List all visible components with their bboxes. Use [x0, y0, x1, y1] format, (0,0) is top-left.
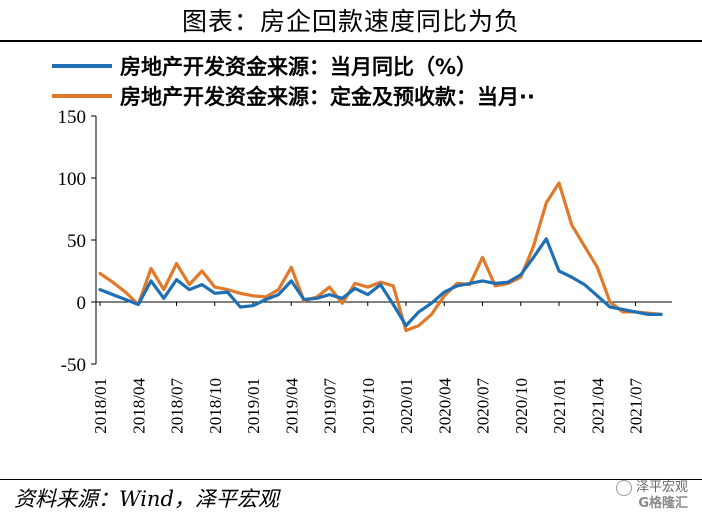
x-tick-label-14: 2021/04: [588, 378, 607, 434]
watermark: 泽平宏观 G格隆汇: [615, 480, 688, 512]
x-tick-label-11: 2020/07: [474, 378, 493, 434]
y-tick-label-1: 150: [58, 107, 87, 128]
y-tick-label-5: -50: [61, 355, 86, 376]
x-tick-label-4: 2018/10: [206, 378, 225, 434]
x-tick-label-5: 2019/01: [244, 378, 263, 434]
x-tick-label-3: 2018/07: [168, 378, 187, 434]
chart-title: 图表：房企回款速度同比为负: [181, 7, 520, 36]
title-divider: [0, 40, 702, 42]
x-tick-label-15: 2021/07: [627, 378, 646, 434]
x-tick-label-12: 2020/10: [512, 378, 531, 434]
x-tick-label-10: 2020/04: [435, 378, 454, 434]
legend-label-1: 房地产开发资金来源：当月同比（%）: [120, 55, 477, 79]
legend: 房地产开发资金来源：当月同比（%） 房地产开发资金来源：定金及预收款：当月··: [52, 55, 535, 109]
footer-divider: [0, 479, 702, 480]
x-tick-label-7: 2019/07: [321, 378, 340, 434]
x-tick-label-2: 2018/04: [129, 378, 148, 434]
x-tick-label-1: 2018/01: [91, 378, 110, 434]
watermark-account: 泽平宏观: [635, 480, 688, 495]
x-tick-label-6: 2019/04: [282, 378, 301, 434]
x-tick-label-13: 2021/01: [550, 378, 569, 434]
legend-label-2: 房地产开发资金来源：定金及预收款：当月··: [120, 85, 535, 109]
line-chart: 房地产开发资金来源：当月同比（%） 房地产开发资金来源：定金及预收款：当月·· 1…: [52, 55, 672, 434]
series-line-1: [98, 237, 663, 328]
x-tick-label-9: 2020/01: [397, 378, 416, 434]
y-tick-label-4: 0: [77, 293, 87, 314]
x-tick-label-8: 2019/10: [359, 378, 378, 434]
wechat-icon: [615, 480, 632, 496]
series-lines: [98, 181, 663, 333]
axes: 150 100 50 0 -50 2018/01 2018/04 2018/07 2018/10…: [58, 107, 672, 434]
source-note: 资料来源：Wind，泽平宏观: [14, 487, 279, 511]
y-tick-label-2: 100: [58, 169, 87, 190]
series-line-2: [98, 181, 663, 333]
watermark-logo: G格隆汇: [638, 496, 688, 511]
y-tick-label-3: 50: [67, 231, 86, 252]
